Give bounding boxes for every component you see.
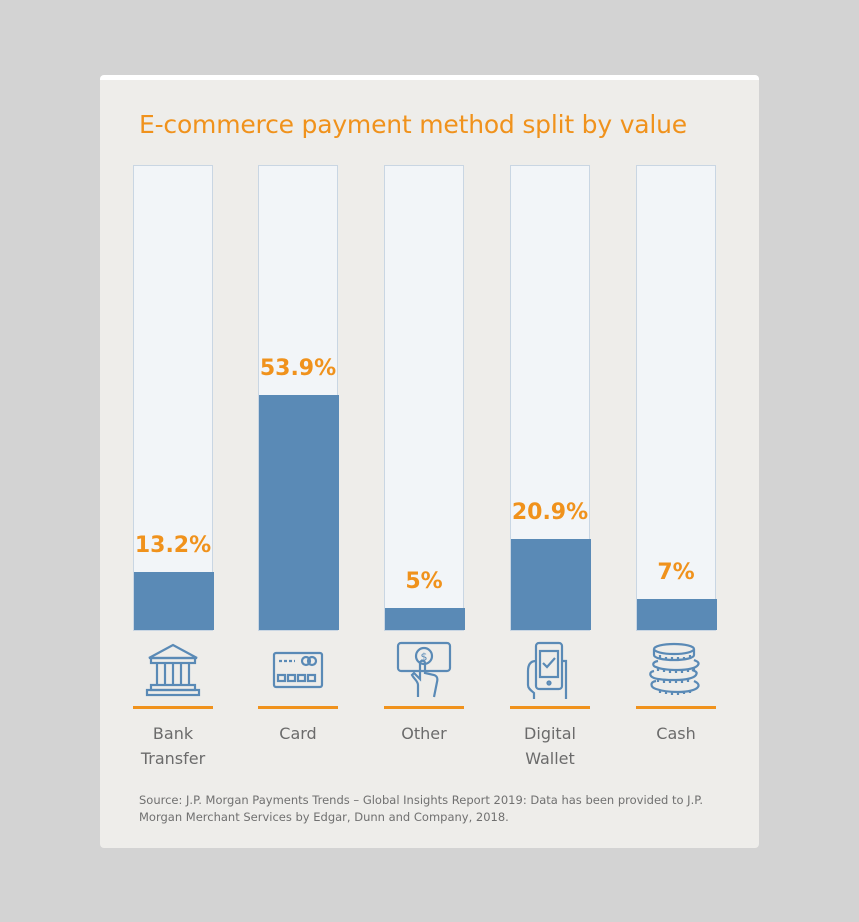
- bar-value-label: 20.9%: [511, 500, 589, 525]
- coin-stack-icon: [646, 641, 706, 699]
- category-label: Bank Transfer: [140, 724, 206, 768]
- bar: [511, 539, 591, 630]
- category-underline: [384, 706, 464, 709]
- bar-track: [636, 165, 717, 631]
- bar-track: [510, 165, 591, 631]
- category-underline: [133, 706, 213, 709]
- category-label: Card: [279, 724, 317, 743]
- bar-value-label: 5%: [405, 569, 443, 594]
- cash-payment-icon: $: [394, 641, 454, 699]
- source-note: Source: J.P. Morgan Payments Trends – Gl…: [139, 793, 704, 824]
- bar-value-label: 7%: [657, 560, 695, 585]
- bar: [259, 395, 339, 630]
- bar-value-label: 13.2%: [134, 533, 212, 558]
- category-label: Other: [401, 724, 447, 743]
- bar-value-label: 53.9%: [259, 356, 337, 381]
- category-label: Digital Wallet: [524, 724, 576, 768]
- bar: [134, 572, 214, 630]
- category-underline: [636, 706, 716, 709]
- chart-title: E-commerce payment method split by value: [139, 110, 687, 139]
- category-underline: [258, 706, 338, 709]
- bar-track: [258, 165, 339, 631]
- bar-track: [384, 165, 465, 631]
- bar: [385, 608, 465, 630]
- category-underline: [510, 706, 590, 709]
- bank-icon: [143, 641, 203, 699]
- bar-track: [133, 165, 214, 631]
- credit-card-icon: [268, 641, 328, 699]
- category-label: Cash: [656, 724, 696, 743]
- bar: [637, 599, 717, 630]
- svg-text:$: $: [421, 651, 428, 664]
- smartphone-wallet-icon: [520, 641, 580, 699]
